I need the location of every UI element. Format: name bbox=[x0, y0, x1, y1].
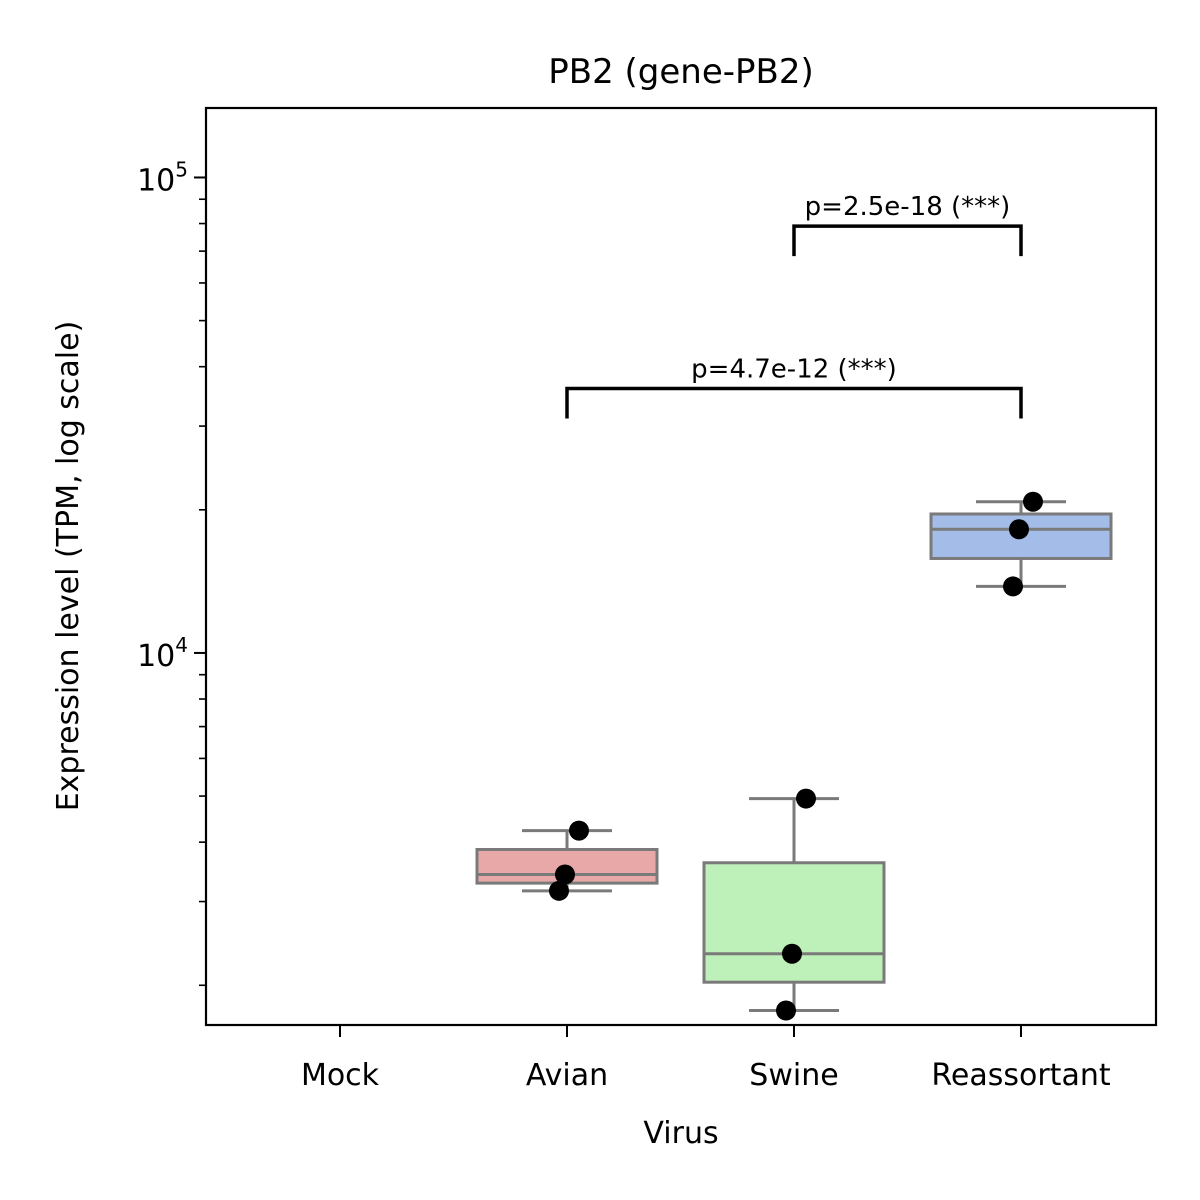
p-value-label: p=2.5e-18 (***) bbox=[805, 192, 1011, 222]
data-point bbox=[569, 820, 589, 841]
box-reassortant bbox=[929, 491, 1113, 597]
bracket-line bbox=[565, 386, 1023, 419]
box-avian bbox=[475, 820, 659, 901]
plot-frame bbox=[204, 106, 1158, 1027]
bracket-line bbox=[792, 224, 1023, 257]
chart-title: PB2 (gene-PB2) bbox=[548, 52, 814, 92]
x-tick-label: Swine bbox=[749, 1058, 838, 1093]
axes: Mock Avian Swine Reassortant 104 105 bbox=[137, 157, 1111, 1093]
x-tick-label: Avian bbox=[526, 1058, 608, 1093]
data-point bbox=[1023, 491, 1043, 512]
significance-bracket: p=4.7e-12 (***) bbox=[565, 354, 1023, 419]
data-point bbox=[555, 864, 575, 885]
y-tick-label: 105 bbox=[137, 157, 188, 198]
data-point bbox=[1009, 519, 1029, 540]
data-point bbox=[782, 943, 802, 964]
x-axis-label: Virus bbox=[643, 1116, 718, 1151]
data-point bbox=[796, 788, 816, 809]
x-tick-label: Reassortant bbox=[931, 1058, 1110, 1093]
box-body bbox=[702, 861, 886, 984]
p-value-label: p=4.7e-12 (***) bbox=[691, 354, 897, 384]
data-point bbox=[1003, 576, 1023, 597]
y-tick-label: 104 bbox=[137, 633, 188, 674]
data-point bbox=[549, 880, 569, 901]
box-swine bbox=[702, 788, 886, 1021]
significance-bracket: p=2.5e-18 (***) bbox=[792, 192, 1023, 257]
plot-area: p=4.7e-12 (***) p=2.5e-18 (***) bbox=[475, 192, 1113, 1021]
y-axis-label: Expression level (TPM, log scale) bbox=[51, 321, 86, 812]
data-point bbox=[776, 1000, 796, 1021]
x-tick-label: Mock bbox=[301, 1058, 380, 1093]
